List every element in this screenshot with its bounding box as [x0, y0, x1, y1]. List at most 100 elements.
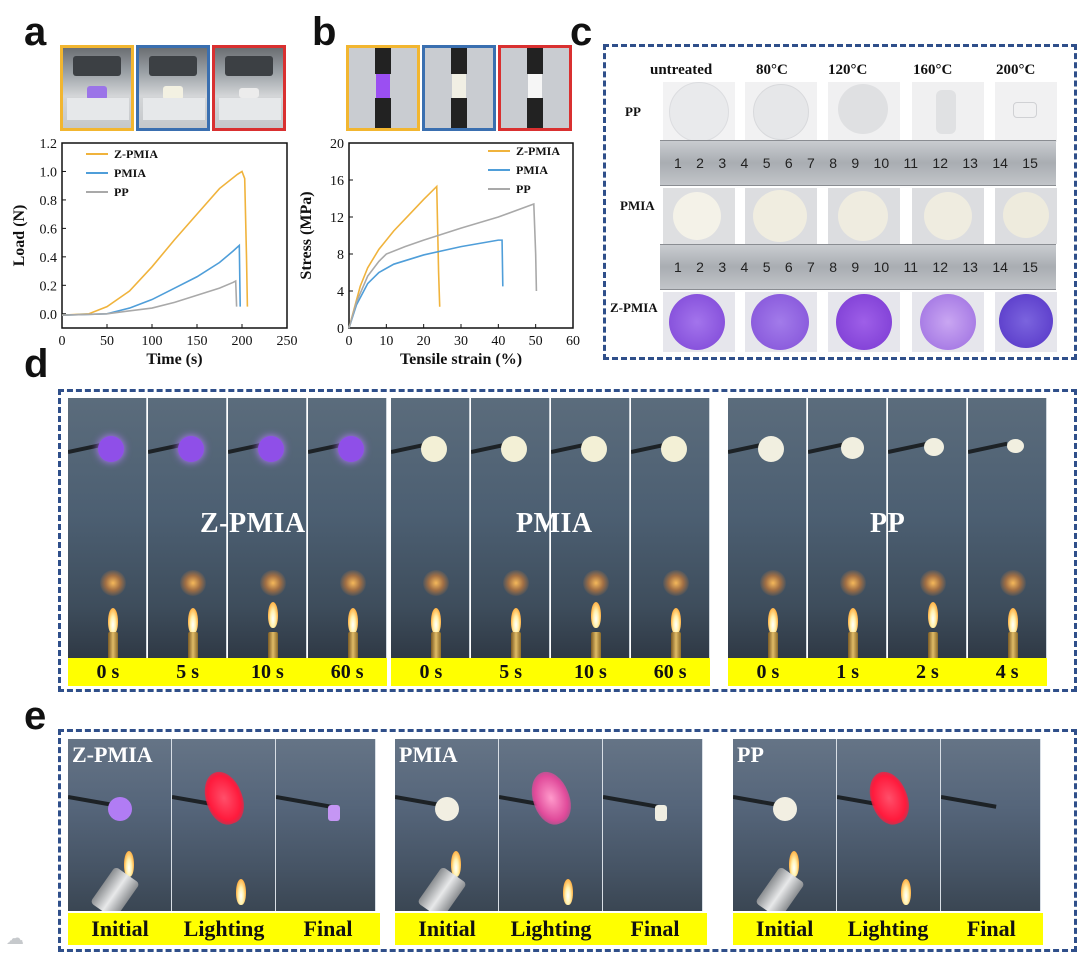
y-axis-label: Stress (MPa): [300, 191, 315, 279]
panel-c-frame: [603, 44, 1077, 360]
burning-sample: [197, 766, 251, 830]
sample-pp-120: [828, 82, 900, 142]
ruler-number: 5: [762, 259, 771, 275]
time-label: 5 s: [176, 661, 200, 683]
flame: [236, 879, 246, 905]
series-line-pmia: [348, 239, 504, 329]
sample-pp-160: [912, 82, 984, 142]
ruler-number: 3: [718, 155, 727, 171]
tweezer: [941, 795, 997, 809]
ruler-number: 1: [674, 155, 682, 171]
group-label-z-pmia: Z-PMIA: [72, 742, 153, 767]
sample-pmia-200: [995, 188, 1057, 244]
sample-disc: [661, 436, 687, 462]
time-bar: 0 s 5 s 10 s 60 s: [391, 658, 710, 686]
ruler-number: 2: [696, 155, 704, 171]
torch: [108, 632, 118, 658]
ruler-number: 9: [851, 259, 860, 275]
time-label: 4 s: [995, 661, 1019, 683]
ruler-number: 8: [829, 155, 837, 171]
time-label: 10 s: [250, 661, 284, 683]
flame: [511, 608, 521, 634]
column-label-1: 80°C: [756, 62, 788, 78]
flame: [563, 879, 573, 905]
ruler-number: 10: [873, 155, 890, 171]
x-axis-label: Tensile strain (%): [400, 351, 522, 368]
row-label-pp: PP: [625, 104, 641, 119]
photo-grip-pp: [212, 45, 286, 131]
time-label: 10 s: [573, 661, 607, 683]
flame-glow: [1000, 570, 1026, 596]
burn-frame: [888, 398, 967, 658]
burn-frame: [68, 398, 147, 658]
ruler-number: 9: [851, 155, 860, 171]
panel-letter-e: e: [24, 694, 47, 738]
y-tick-label: 1.2: [40, 137, 58, 152]
sample-disc: [924, 438, 944, 456]
photo-grip-zpmia: [60, 45, 134, 131]
x-axis-label: Time (s): [146, 351, 202, 368]
ruler-number: 11: [903, 155, 919, 171]
panel-e-frame: [58, 729, 1077, 952]
legend-label: PMIA: [114, 166, 146, 180]
ruler-number: 7: [807, 155, 815, 171]
y-tick-label: 0.2: [40, 279, 58, 294]
flame: [124, 851, 134, 877]
burn-frame: [808, 398, 887, 658]
torch: [268, 632, 278, 658]
time-label: 60 s: [653, 661, 687, 683]
burn-frame: [968, 398, 1047, 658]
y-axis-label: Load (N): [11, 205, 28, 267]
ruler-number: 13: [962, 259, 978, 275]
group-label-pp: PP: [737, 742, 764, 767]
panel-letter-c: c: [570, 10, 593, 54]
sample-zpmia-200: [995, 292, 1057, 352]
time-label: 1 s: [836, 661, 860, 683]
flame-glow: [260, 570, 286, 596]
ruler-number: 14: [992, 259, 1008, 275]
x-tick-label: 100: [142, 334, 163, 349]
flame: [451, 851, 461, 877]
chart-a-svg: 0 50 100 150 200 250 0.0 0.2 0.4 0.6 0.8 1.0 1.2 Time…: [11, 137, 298, 368]
ignition-frame: [172, 739, 276, 911]
ruler-number: 2: [696, 259, 704, 275]
sample-pmia-160: [912, 188, 984, 244]
series-line-pp: [348, 202, 538, 329]
ruler-number: 8: [829, 259, 837, 275]
ignition-frame: [733, 739, 837, 911]
sample-pp-200: [995, 82, 1057, 142]
flame: [348, 608, 358, 634]
torch: [768, 632, 778, 658]
y-tick-label: 8: [337, 248, 344, 263]
sample-disc: [1007, 439, 1024, 453]
sample-zpmia-untreated: [663, 292, 735, 352]
legend-label: Z-PMIA: [516, 144, 560, 158]
ruler-number: 12: [932, 259, 948, 275]
flame: [928, 602, 938, 628]
legend-label: PP: [114, 185, 129, 199]
stage-label: Lighting: [510, 916, 592, 941]
ignition-frame: [603, 739, 703, 911]
stage-label: Final: [303, 916, 353, 941]
sample-zpmia-120: [828, 292, 900, 352]
time-label: 0 s: [419, 661, 443, 683]
x-tick-label: 40: [491, 334, 505, 349]
stage-label: Initial: [418, 916, 476, 941]
x-tick-label: 10: [379, 334, 393, 349]
flame: [671, 608, 681, 634]
column-label-3: 160°C: [913, 62, 953, 78]
series-line-pmia: [61, 243, 241, 316]
x-tick-label: 50: [100, 334, 114, 349]
torch: [848, 632, 858, 658]
torch: [431, 632, 441, 658]
y-tick-label: 0.0: [40, 308, 58, 323]
burn-frame: [471, 398, 550, 658]
tweezer: [968, 441, 1008, 454]
residue: [655, 805, 667, 821]
y-tick-label: 0.8: [40, 194, 58, 209]
flame: [901, 879, 911, 905]
x-tick-label: 150: [187, 334, 208, 349]
flame: [789, 851, 799, 877]
group-label-pmia: PMIA: [399, 742, 458, 767]
tweezer: [276, 795, 332, 809]
